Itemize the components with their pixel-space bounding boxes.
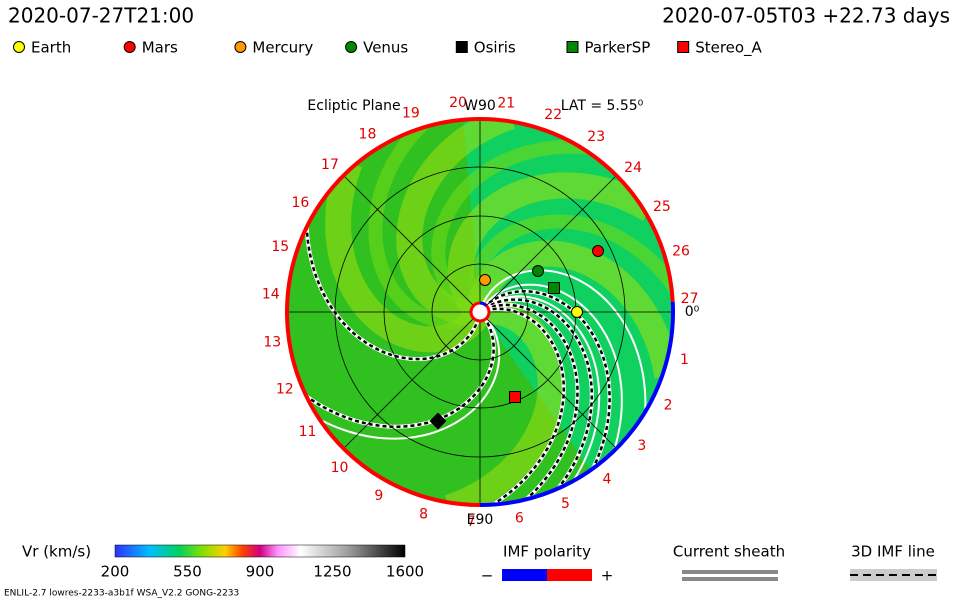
sector-label: 18 [359,127,377,143]
sector-label: 8 [419,506,428,522]
stream-band [368,119,478,329]
sector-label: 24 [624,160,642,176]
sector-label: 20 [449,95,467,111]
legend: Earth Mars Mercury Venus Osiris ParkerSP Stere… [13,39,763,58]
sector-label: 15 [271,239,289,255]
legend-marker [13,41,25,53]
sector-label: 21 [497,96,515,112]
sector-label: 16 [291,195,309,211]
stream-band [468,214,673,309]
legend-label: Mars [142,39,178,57]
imf-line-bg [482,306,566,505]
legend-label: Venus [363,39,408,57]
zero-label: 0⁰ [685,304,700,320]
sector-label: 5 [561,496,570,512]
sector-label: 11 [299,424,317,440]
legend-label: Earth [31,39,71,57]
colorbar [114,544,406,558]
sheath-line [682,577,778,581]
legend-marker [566,41,579,53]
colorbar-ticks: 200 550 900 1250 1600 [101,563,424,581]
stream-band [467,240,673,379]
imf-negative [502,569,547,581]
current-sheath-title: Current sheath [673,543,785,561]
legend-marker [123,41,136,53]
imf-line-bg [296,315,496,429]
sector-label: 25 [653,199,671,215]
legend-marker [677,41,690,53]
sun-ring [469,301,491,323]
sector-label: 1 [680,352,689,368]
sector-label: 4 [603,471,612,487]
sector-label: 14 [262,286,280,302]
stream-band [325,158,487,353]
body-marker [532,265,544,277]
legend-marker [455,41,468,53]
sector-label: 10 [331,460,349,476]
stream-band [431,139,592,317]
field-line [482,283,623,462]
sector-label: 6 [515,510,524,526]
imf-positive [547,569,592,581]
imf-line-bg [304,216,481,362]
top-label: W90 [464,98,496,114]
colorbar-tick: 1250 [313,563,351,581]
polarity-arc [285,117,675,507]
sector-label: 27 [681,291,699,307]
header-reference: 2020-07-05T03 +22.73 days [662,4,950,28]
colorbar-tick: 200 [101,563,130,581]
sector-label: 22 [544,107,562,123]
footer: ENLIL-2.7 lowres-2233-a3b1f WSA_V2.2 GON… [4,589,239,599]
sector-label: 13 [263,335,281,351]
colorbar-tick: 550 [173,563,202,581]
legend-label: Mercury [252,39,313,57]
imf-plus: + [601,567,614,585]
sector-label: 23 [587,129,605,145]
stream-band [396,119,516,326]
legend-label: Osiris [474,39,516,57]
sector-label: 12 [276,381,294,397]
colorbar-tick: 900 [246,563,275,581]
sheath-line [682,570,778,574]
body-marker [479,274,491,286]
sector-label: 26 [672,243,690,259]
sector-label: 9 [374,488,383,504]
legend-marker [345,41,358,53]
legend-marker [234,41,247,53]
colorbar-tick: 1600 [386,563,424,581]
sector-label: 7 [467,514,476,530]
legend-label: Stereo_A [695,39,762,58]
sun-ring-neg [479,301,491,323]
stream-band [444,298,564,505]
latitude: LAT = 5.55⁰ [561,98,644,114]
imf-line-bg [482,289,612,479]
field-line [480,269,647,423]
plot-title: Ecliptic Plane [307,98,400,114]
sector-label: 2 [664,397,673,413]
imf-line-bg [484,302,580,505]
imf-polarity-title: IMF polarity [503,543,591,561]
bottom-label: E90 [467,512,494,528]
polarity-arc [479,301,675,507]
sector-label: 19 [402,106,420,122]
field-line [309,315,501,440]
body-marker [571,306,583,318]
body-marker [429,412,447,430]
field-line [483,295,601,491]
body-marker [509,391,521,403]
imf-minus: − [481,567,494,585]
body-marker [592,245,604,257]
legend-label: ParkerSP [585,39,651,57]
sector-label: 17 [321,157,339,173]
imf-line-bg [483,297,594,498]
sector-label: 3 [637,438,646,454]
body-marker [548,282,560,294]
header-time: 2020-07-27T21:00 [8,4,194,28]
stream-band [447,172,657,317]
imf-line-title: 3D IMF line [851,543,935,561]
colorbar-label: Vr (km/s) [22,543,91,561]
